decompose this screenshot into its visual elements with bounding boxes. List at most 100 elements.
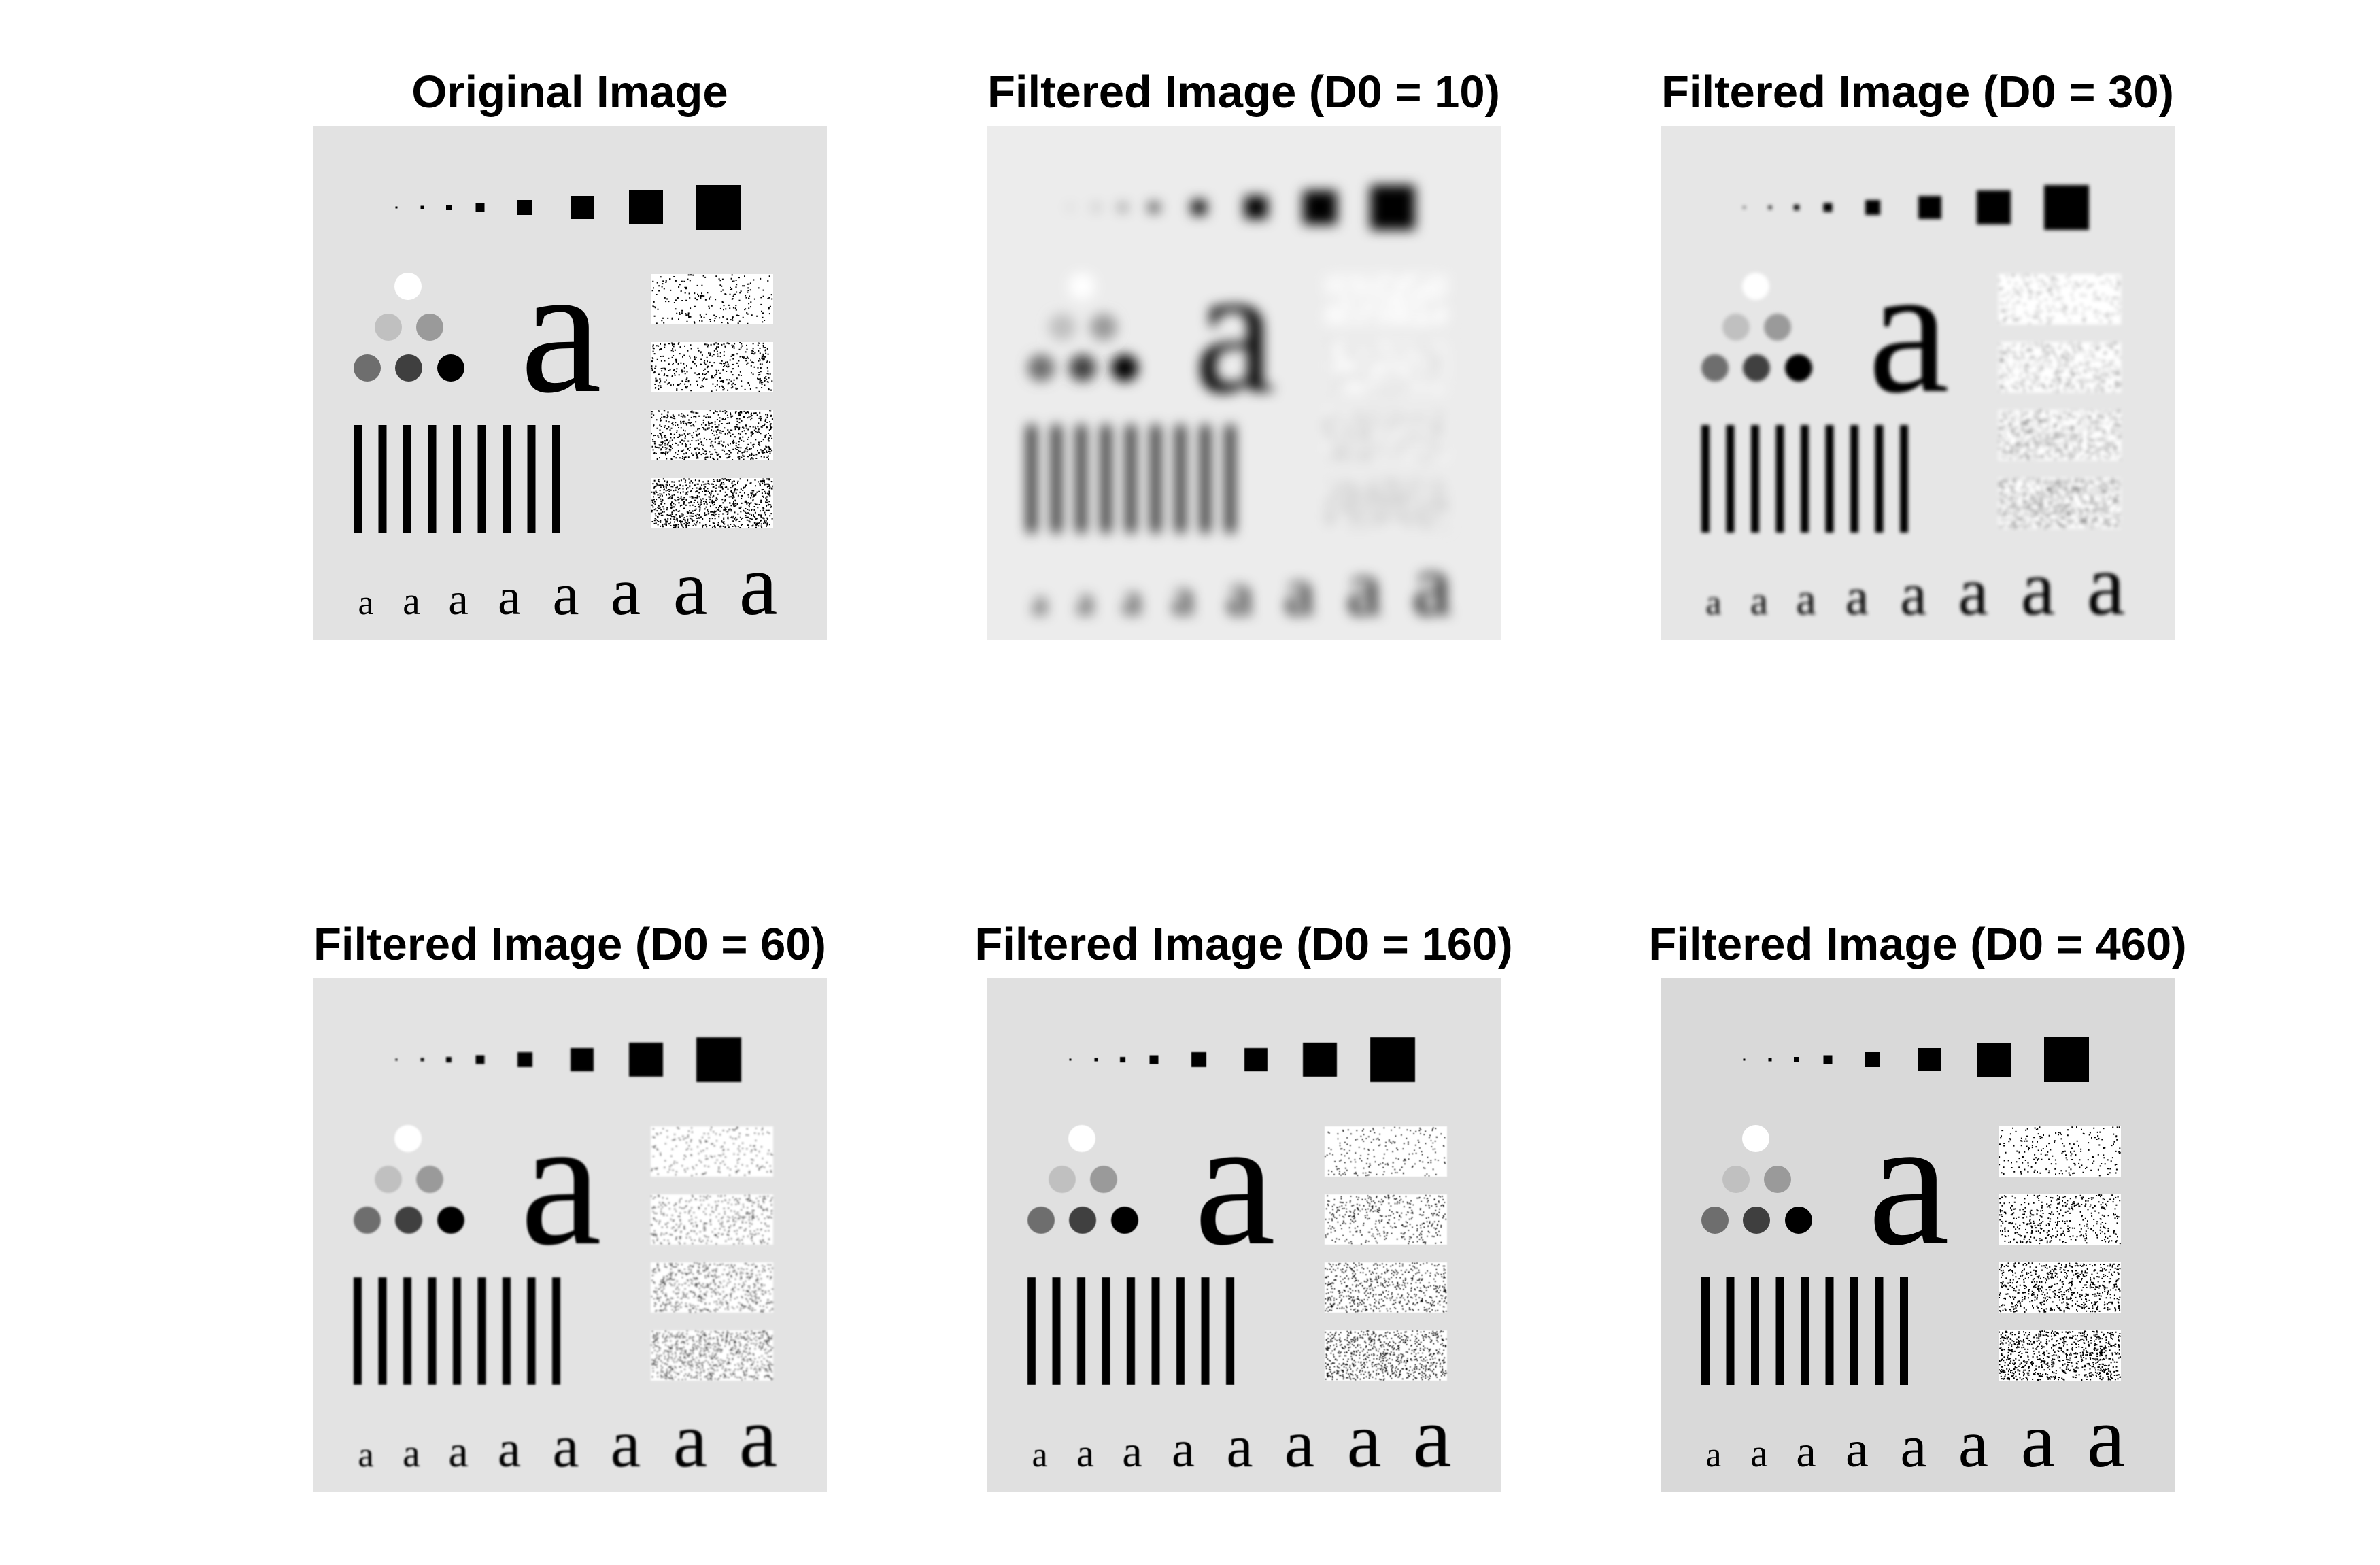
small-letter-a: a [1958, 1406, 1988, 1481]
vertical-bar [1027, 1277, 1036, 1385]
gray-level-circle [1722, 1166, 1750, 1193]
vertical-bar [1701, 425, 1710, 533]
small-letter-a: a [2087, 1389, 2126, 1485]
vertical-bar [1201, 1277, 1210, 1385]
small-letter-a: a [403, 1431, 420, 1475]
test-square [1244, 196, 1268, 219]
test-square [446, 205, 452, 210]
small-letter-a: a [1285, 554, 1314, 629]
test-square [395, 206, 398, 209]
noise-dots [1325, 1126, 1446, 1177]
gray-level-circle [1722, 314, 1750, 341]
noise-dots [651, 274, 773, 324]
test-pattern-image: aa a a a a a a a [313, 126, 827, 640]
noise-patch [651, 1126, 773, 1177]
small-letter-a: a [1846, 1421, 1869, 1478]
small-letter-a: a [1705, 1436, 1721, 1475]
vertical-bar [1825, 1277, 1834, 1385]
vertical-bar [453, 425, 461, 533]
small-letter-a: a [739, 537, 778, 633]
gray-level-circle [1785, 1207, 1812, 1234]
noise-dots [1999, 1330, 2121, 1381]
small-letter-a: a [1347, 545, 1382, 631]
vertical-bar [403, 425, 411, 533]
gray-level-circle [1764, 314, 1791, 341]
small-letter-a: a [1796, 1427, 1816, 1477]
vertical-bar [354, 425, 362, 533]
gray-level-circle [1785, 354, 1812, 382]
small-letter-a: a [448, 575, 468, 624]
test-square [1094, 1058, 1098, 1062]
vertical-bar [1127, 425, 1135, 533]
gray-level-circle [1090, 1166, 1117, 1193]
small-letter-a: a [1705, 584, 1721, 622]
test-square [571, 196, 594, 219]
gray-level-circle [1701, 354, 1729, 382]
test-pattern-image: aa a a a a a a a [987, 126, 1501, 640]
small-letter-a: a [1413, 1389, 1452, 1485]
noise-dots [1325, 410, 1446, 460]
test-square [1370, 185, 1415, 230]
small-letter-a: a [1900, 562, 1926, 628]
noise-patch [1325, 1126, 1447, 1177]
vertical-bar [1201, 425, 1210, 533]
small-letter-a: a [1226, 1414, 1253, 1480]
large-letter-a: a [1194, 228, 1276, 431]
small-letter-a: a [358, 584, 373, 622]
vertical-bar [403, 1277, 411, 1385]
test-square [1918, 196, 1941, 219]
test-square [1743, 206, 1746, 209]
vertical-bar [453, 1277, 461, 1385]
vertical-bar [378, 425, 387, 533]
vertical-bar [1801, 1277, 1809, 1385]
gray-level-circle [1049, 1166, 1076, 1193]
small-letter-a: a [1900, 1414, 1926, 1480]
small-letter-a: a [1750, 1431, 1768, 1475]
vertical-bar [1900, 425, 1908, 533]
test-pattern-image: aa a a a a a a a [987, 978, 1501, 1492]
small-letter-a: a [1076, 1431, 1094, 1475]
test-square [1918, 1048, 1941, 1071]
test-square [1794, 205, 1799, 210]
test-square [1865, 200, 1880, 215]
panel-title-d0-10: Filtered Image (D0 = 10) [987, 67, 1500, 118]
small-letter-a: a [552, 562, 579, 628]
small-letter-a: a [611, 1406, 641, 1481]
small-letter-a: a [2021, 1397, 2056, 1483]
small-letter-a: a [673, 545, 708, 631]
test-square [1149, 1055, 1159, 1064]
gray-level-circle [375, 1166, 402, 1193]
vertical-bar [1052, 1277, 1061, 1385]
small-letter-a: a [739, 1389, 778, 1485]
vertical-bar [1226, 1277, 1234, 1385]
small-letter-a: a [1122, 575, 1142, 624]
panel-title-d0-60: Filtered Image (D0 = 60) [313, 919, 826, 970]
vertical-bar [1102, 1277, 1110, 1385]
small-letter-a: a [611, 554, 641, 629]
small-letter-a: a [1172, 569, 1195, 626]
vertical-bar [1850, 425, 1858, 533]
vertical-bar [1052, 425, 1061, 533]
noise-dots [651, 1194, 773, 1245]
test-square [629, 190, 663, 224]
vertical-bar [1825, 425, 1834, 533]
panel-title-d0-460: Filtered Image (D0 = 460) [1648, 919, 2187, 970]
test-square [1768, 205, 1772, 209]
gray-level-circle [437, 1207, 464, 1234]
vertical-bar [1775, 425, 1784, 533]
gray-level-circle [416, 1166, 443, 1193]
test-square [2044, 185, 2089, 230]
noise-dots [1999, 410, 2121, 460]
vertical-bar [552, 425, 560, 533]
gray-level-circle [1068, 273, 1095, 300]
large-letter-a: a [1868, 228, 1950, 431]
vertical-bar [1701, 1277, 1710, 1385]
gray-level-circle [394, 1125, 422, 1152]
large-letter-a: a [520, 228, 602, 431]
gray-level-circle [1027, 1207, 1055, 1234]
noise-dots [1999, 1194, 2121, 1245]
